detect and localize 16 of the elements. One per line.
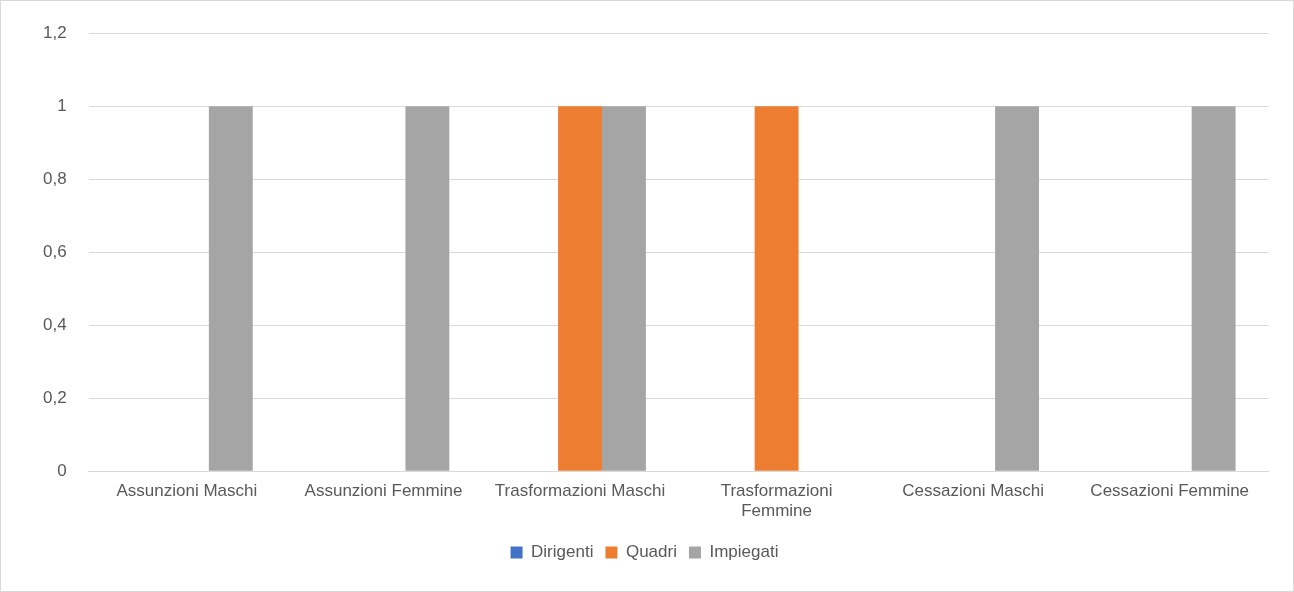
x-tick-label: Assunzioni Maschi [116,481,258,501]
legend-label: Dirigenti [531,542,594,562]
x-tick-label: Trasformazioni Femmine [720,481,833,521]
x-tick-label: Assunzioni Femmine [304,481,463,501]
x-tick-label: Trasformazioni Maschi [494,481,666,501]
legend-label: Quadri [625,542,677,562]
y-tick-label: 0,8 [42,168,67,188]
y-tick-label: 1,2 [42,22,67,42]
y-tick-label: 0 [57,460,67,480]
y-tick-label: 1 [57,95,67,115]
y-tick-label: 0,4 [42,314,67,334]
x-tick-label: Cessazioni Maschi [902,481,1045,501]
y-tick-label: 0,6 [42,241,67,261]
x-tick-label: Cessazioni Femmine [1090,481,1250,501]
legend-label: Impiegati [709,542,779,562]
y-tick-label: 0,2 [42,387,67,407]
